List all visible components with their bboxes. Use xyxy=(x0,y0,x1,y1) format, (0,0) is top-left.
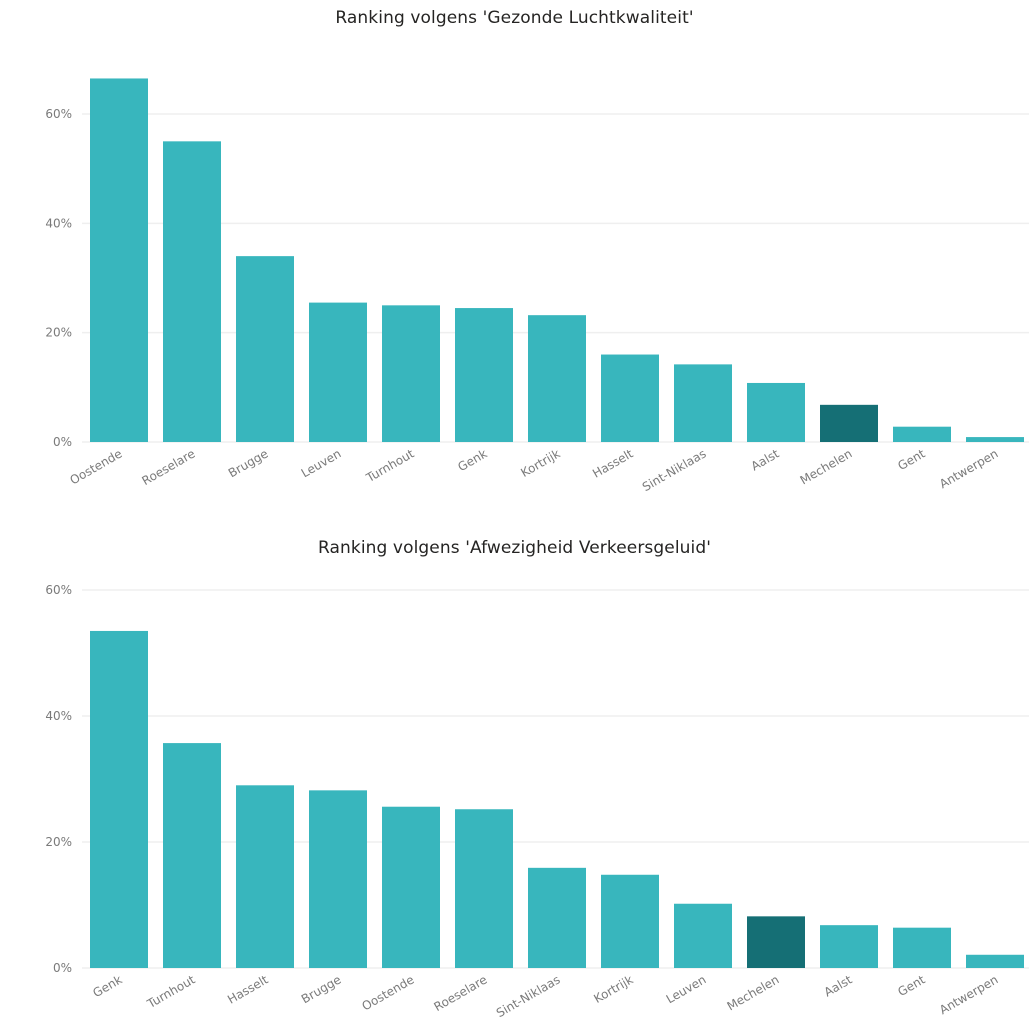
x-tick-label: Brugge xyxy=(226,446,271,480)
bar-gent[interactable] xyxy=(893,927,951,968)
bar-leuven[interactable] xyxy=(674,903,732,968)
bar-aalst[interactable] xyxy=(747,382,805,442)
x-tick-label: Hasselt xyxy=(225,972,271,1006)
x-tick-label: Oostende xyxy=(68,446,125,487)
y-tick-label: 0% xyxy=(53,961,72,975)
x-tick-label: Genk xyxy=(455,446,489,474)
bar-mechelen[interactable] xyxy=(747,916,805,968)
bar-oostende[interactable] xyxy=(90,78,148,442)
chart-title: Ranking volgens 'Afwezigheid Verkeersgel… xyxy=(317,538,712,558)
bar-antwerpen[interactable] xyxy=(966,954,1024,968)
y-tick-label: 60% xyxy=(45,583,72,597)
bar-kortrijk[interactable] xyxy=(601,874,659,968)
bar-turnhout[interactable] xyxy=(382,305,440,442)
chart-verkeersgeluid: Ranking volgens 'Afwezigheid Verkeersgel… xyxy=(0,530,1029,1034)
chart-title: Ranking volgens 'Gezonde Luchtkwaliteit' xyxy=(335,8,694,28)
x-tick-label: Kortrijk xyxy=(518,446,562,480)
x-tick-label: Oostende xyxy=(360,972,417,1013)
y-tick-label: 20% xyxy=(45,326,72,340)
x-tick-label: Genk xyxy=(90,972,124,1000)
x-tick-label: Kortrijk xyxy=(591,972,635,1006)
bar-gent[interactable] xyxy=(893,426,951,442)
bar-leuven[interactable] xyxy=(309,302,367,442)
x-tick-label: Gent xyxy=(895,446,927,473)
x-tick-label: Sint-Niklaas xyxy=(494,972,563,1020)
y-tick-label: 0% xyxy=(53,435,72,449)
x-tick-label: Leuven xyxy=(664,972,709,1006)
bar-antwerpen[interactable] xyxy=(966,437,1024,442)
x-tick-label: Turnhout xyxy=(363,446,417,485)
bar-sint-niklaas[interactable] xyxy=(528,867,586,968)
x-tick-label: Aalst xyxy=(749,446,782,473)
bar-oostende[interactable] xyxy=(382,806,440,968)
bar-hasselt[interactable] xyxy=(601,354,659,442)
y-tick-label: 60% xyxy=(45,107,72,121)
x-tick-label: Brugge xyxy=(299,972,344,1006)
x-tick-label: Mechelen xyxy=(725,972,782,1013)
x-tick-label: Leuven xyxy=(299,446,344,480)
bar-chart-svg: 0% 20% 40% 60% Genk Turnhout Hasselt Brugge Oost… xyxy=(45,583,1029,1020)
x-tick-label: Gent xyxy=(895,972,927,999)
bar-brugge[interactable] xyxy=(309,790,367,968)
x-tick-label: Antwerpen xyxy=(937,446,1001,491)
x-tick-label: Sint-Niklaas xyxy=(640,446,709,494)
x-tick-label: Hasselt xyxy=(590,446,636,480)
x-tick-label: Mechelen xyxy=(798,446,855,487)
x-tick-label: Antwerpen xyxy=(937,972,1001,1017)
bar-roeselare[interactable] xyxy=(163,141,221,443)
y-tick-label: 40% xyxy=(45,709,72,723)
bar-aalst[interactable] xyxy=(820,925,878,968)
bar-turnhout[interactable] xyxy=(163,743,221,968)
x-tick-label: Roeselare xyxy=(431,972,489,1014)
y-tick-label: 20% xyxy=(45,835,72,849)
bar-genk[interactable] xyxy=(90,630,148,968)
x-tick-label: Roeselare xyxy=(139,446,197,488)
bar-genk[interactable] xyxy=(455,308,513,442)
x-tick-label: Turnhout xyxy=(144,972,198,1011)
bar-kortrijk[interactable] xyxy=(528,315,586,442)
bar-chart-svg: 0% 20% 40% 60% Oostende Roeselare Brugge Leuven… xyxy=(45,78,1029,494)
bar-sint-niklaas[interactable] xyxy=(674,364,732,442)
y-tick-label: 40% xyxy=(45,216,72,230)
chart-luchtkwaliteit: Ranking volgens 'Gezonde Luchtkwaliteit'… xyxy=(0,0,1029,510)
x-tick-label: Aalst xyxy=(822,972,855,999)
bar-brugge[interactable] xyxy=(236,256,294,442)
bar-roeselare[interactable] xyxy=(455,809,513,968)
bar-mechelen[interactable] xyxy=(820,404,878,442)
bar-hasselt[interactable] xyxy=(236,785,294,968)
